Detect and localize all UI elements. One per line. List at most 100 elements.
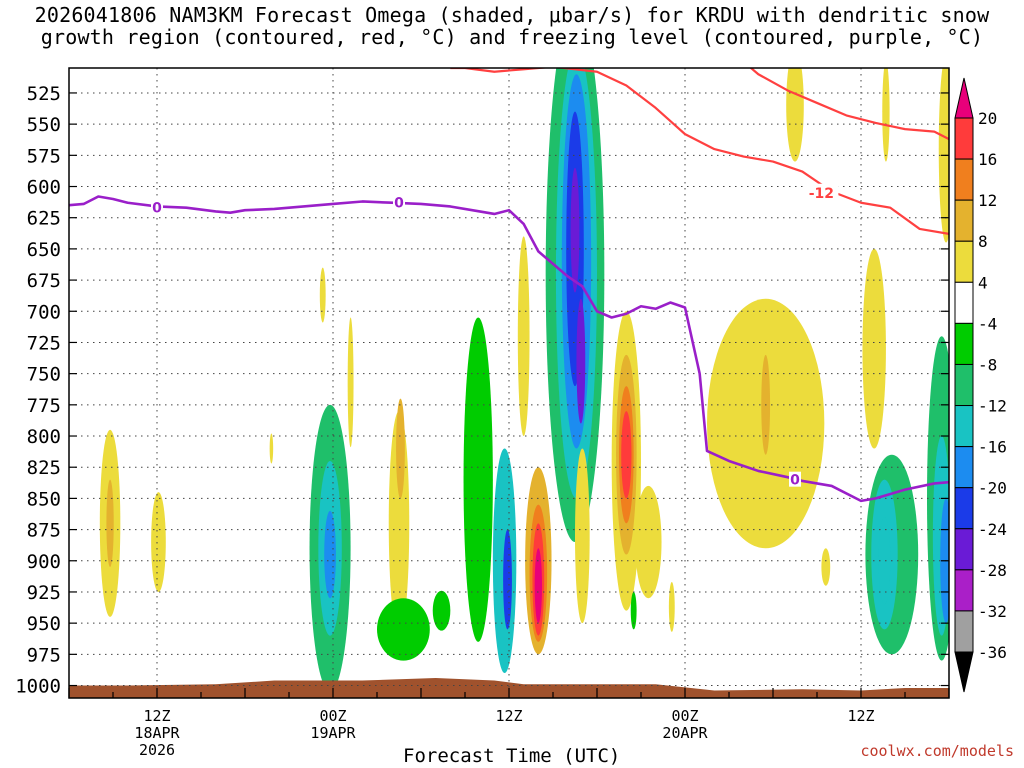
omega-cell-38 <box>786 68 804 162</box>
site-credit: coolwx.com/models <box>860 742 1014 760</box>
colorbar-swatch <box>954 569 974 612</box>
omega-cell-10 <box>269 433 274 464</box>
colorbar-swatch <box>954 528 974 571</box>
omega-cell-32 <box>621 411 632 499</box>
dgz-label-bg <box>804 183 839 200</box>
colorbar-bottom-arrow <box>954 651 974 693</box>
colorbar-swatch <box>954 199 974 242</box>
colorbar-swatch <box>954 240 974 283</box>
freezing-level-label: 0 <box>152 201 162 217</box>
y-tick-label: 725 <box>27 332 61 354</box>
dgz-contour-0 <box>450 68 949 236</box>
colorbar-swatch <box>954 158 974 201</box>
omega-cell-27 <box>576 298 586 424</box>
freezing-label-bg <box>393 194 405 210</box>
y-tick-label: 550 <box>27 114 61 136</box>
chart-title: 2026041806 NAM3KM Forecast Omega (shaded… <box>0 4 1024 48</box>
omega-cell-16 <box>517 236 530 437</box>
omega-cell-12 <box>432 590 451 631</box>
x-tick-label: 18APR <box>134 724 180 742</box>
colorbar-label: 16 <box>978 150 997 169</box>
y-tick-label: 750 <box>27 364 61 386</box>
chart-title-line-2: growth region (contoured, red, °C) and f… <box>40 25 984 49</box>
colorbar-label: -36 <box>978 643 1007 662</box>
x-tick-label: 2026 <box>139 741 175 759</box>
omega-cell-5 <box>324 510 336 599</box>
x-axis-label: Forecast Time (UTC) <box>403 745 621 767</box>
omega-cell-40 <box>862 248 886 449</box>
colorbar: 20 16 12 8 4 -4 -8 -12 -16 -20 -24 -28 -32 -36 <box>954 77 1007 693</box>
y-tick-label: 925 <box>27 582 61 604</box>
omega-cell-13 <box>463 317 493 642</box>
omega-cell-41 <box>882 68 890 162</box>
y-tick-label: 675 <box>27 270 61 292</box>
omega-cell-7 <box>396 398 405 499</box>
y-tick-label: 625 <box>27 208 61 230</box>
colorbar-label: 4 <box>978 273 988 292</box>
y-tick-label: 650 <box>27 239 61 261</box>
omega-cell-2 <box>151 492 166 592</box>
colorbar-label: -20 <box>978 479 1007 498</box>
freezing-level-line <box>69 195 949 503</box>
colorbar-swatch <box>954 281 974 324</box>
omega-cell-34 <box>630 591 637 630</box>
colorbar-label: -4 <box>978 314 997 333</box>
colorbar-swatch <box>954 610 974 653</box>
colorbar-label: 12 <box>978 191 997 210</box>
freezing-level-label: 0 <box>790 473 800 489</box>
colorbar-swatch <box>954 117 974 160</box>
y-tick-label: 600 <box>27 177 61 199</box>
freezing-label-bg <box>789 471 801 487</box>
dgz-contour-label: -12 <box>809 186 834 202</box>
contours: -12 0 0 0 <box>69 68 949 503</box>
omega-cell-11 <box>377 598 430 661</box>
x-tick-label: 00Z <box>319 707 346 725</box>
omega-cell-1 <box>106 479 114 568</box>
colorbar-label: 20 <box>978 109 997 128</box>
x-tick-label: 19APR <box>310 724 356 742</box>
colorbar-swatch <box>954 405 974 448</box>
y-axis: 525 550 575 600 625 650 675 700 725 750 775 800 825 8… <box>15 83 949 698</box>
dgz-contour-1 <box>749 68 949 141</box>
y-tick-label: 775 <box>27 395 61 417</box>
colorbar-label: -28 <box>978 561 1007 580</box>
y-tick-label: 800 <box>27 426 61 448</box>
omega-cell-15 <box>503 529 512 630</box>
x-tick-label: 12Z <box>847 707 874 725</box>
grid <box>69 68 949 698</box>
omega-cell-28 <box>575 448 590 624</box>
freezing-level-label: 0 <box>394 196 404 212</box>
y-tick-label: 900 <box>27 551 61 573</box>
colorbar-label: -12 <box>978 397 1007 416</box>
omega-cell-8 <box>347 317 354 448</box>
freezing-label-bg <box>151 199 163 215</box>
x-tick-label: 00Z <box>671 707 698 725</box>
y-tick-label: 850 <box>27 488 61 510</box>
colorbar-label: -16 <box>978 438 1007 457</box>
x-tick-label: 20APR <box>662 724 708 742</box>
colorbar-label: -8 <box>978 355 997 374</box>
omega-cell-20 <box>534 548 542 624</box>
colorbar-label: -24 <box>978 520 1007 539</box>
colorbar-swatch <box>954 446 974 489</box>
omega-cell-39 <box>821 548 831 586</box>
omega-cell-9 <box>319 267 326 323</box>
y-tick-label: 525 <box>27 83 61 105</box>
omega-cell-48 <box>938 68 949 243</box>
x-tick-label: 12Z <box>495 707 522 725</box>
y-tick-label: 875 <box>27 520 61 542</box>
y-tick-label: 975 <box>27 644 61 666</box>
colorbar-swatch <box>954 487 974 530</box>
chart-title-line-1: 2026041806 NAM3KM Forecast Omega (shaded… <box>34 3 990 27</box>
colorbar-label: 8 <box>978 232 988 251</box>
y-tick-label: 950 <box>27 613 61 635</box>
omega-cell-26 <box>570 167 580 293</box>
colorbar-swatch <box>954 322 974 365</box>
y-tick-label: 700 <box>27 301 61 323</box>
x-tick-label: 12Z <box>143 707 170 725</box>
omega-cell-44 <box>878 517 891 605</box>
y-tick-label: 575 <box>27 145 61 167</box>
omega-cell-33 <box>635 485 662 599</box>
